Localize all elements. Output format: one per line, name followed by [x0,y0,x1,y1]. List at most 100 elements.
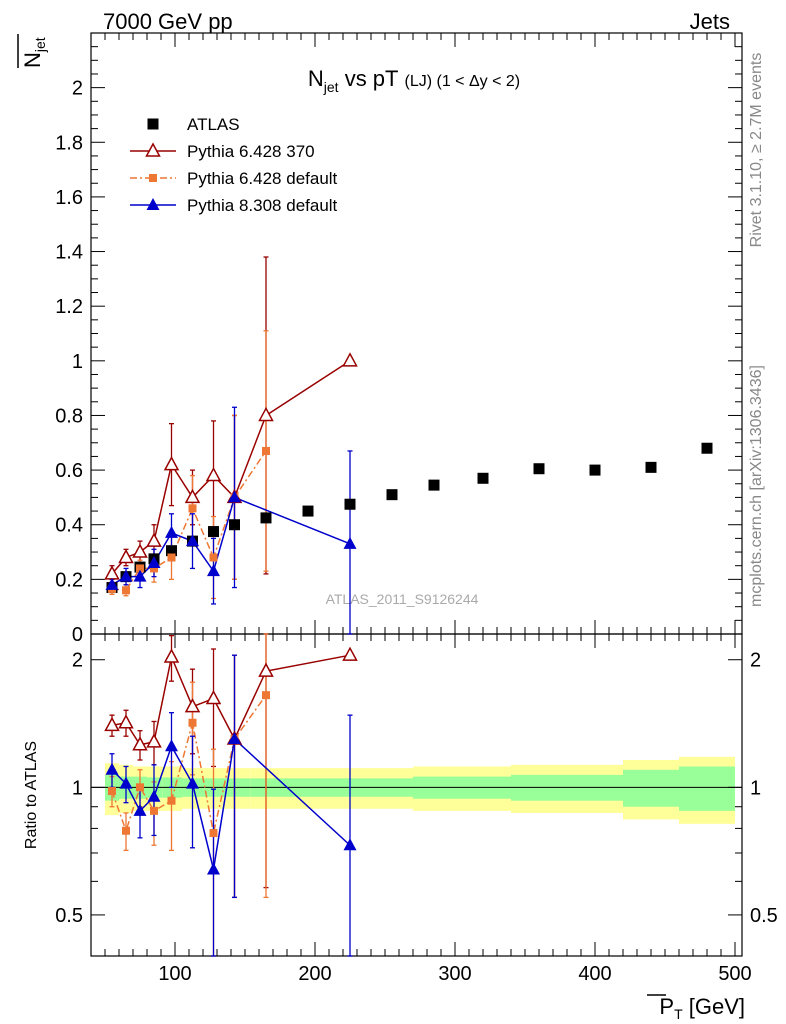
y-axis-label-sub: jet [32,37,48,53]
series-1-line [111,360,351,575]
atlas-point [260,512,272,524]
series-1-point [184,488,201,504]
legend-label: Pythia 6.428 370 [187,142,315,161]
legend-label: ATLAS [187,115,240,134]
series-2-point [122,586,130,595]
y-tick-label: 1 [72,351,83,373]
series-1-ratio-point [146,733,162,748]
x-axis-label-sub: T [674,1006,683,1022]
series-2-ratio-point [136,783,144,792]
series-1-point [118,548,134,564]
series-1-point [258,406,274,422]
atlas-point [589,464,601,476]
legend-label: Pythia 6.428 default [187,169,338,188]
atlas-point [166,545,177,557]
y-tick-label: 1.4 [55,242,83,264]
svg-text:Njet: Njet [20,37,48,68]
series-2-ratio-point [150,806,158,815]
series-3-ratio-point [147,789,161,802]
chart-title-rest: vs pT [339,66,399,91]
legend-marker [149,174,157,182]
series-2-ratio-point [167,796,176,805]
series-2-point [209,553,218,562]
series-1-ratio-point [342,646,358,661]
ratio-band-inner [679,766,735,811]
analysis-watermark: ATLAS_2011_S9126244 [326,591,479,607]
atlas-point [477,472,489,484]
y-tick-label: 0.8 [55,405,83,427]
x-axis-label-unit: [GeV] [683,994,745,1019]
series-3-ratio-point [228,732,241,745]
series-2-point [167,553,176,562]
main-panel-series [104,256,713,635]
ratio-tick-label: 2 [72,650,83,672]
y-tick-label: 2 [72,78,83,100]
series-1-ratio-line [111,654,351,746]
series-1-ratio-point [184,698,201,713]
x-tick-label: 200 [298,963,331,985]
header-right-label: Jets [690,9,730,34]
legend-label: Pythia 8.308 default [187,196,338,215]
chart-title-main: N [308,66,324,91]
x-tick-label: 400 [578,963,611,985]
atlas-point [386,489,398,501]
series-2-ratio-line [111,694,267,834]
series-1-ratio-point [104,716,120,732]
atlas-point [208,526,219,538]
series-3-point [105,577,119,590]
series-1-point [163,456,180,471]
series-1-ratio-point [205,689,222,705]
series-3-point [119,569,133,582]
series-2-ratio-point [122,826,130,835]
series-2-point [136,564,144,573]
ratio-tick-label-right: 0.5 [750,905,778,927]
ratio-axis-label: Ratio to ATLAS [23,741,40,849]
series-3-ratio-point [105,762,119,775]
header-left-label: 7000 GeV pp [103,9,233,34]
legend-marker [147,118,159,130]
series-3-ratio-point [133,803,147,816]
series-3-point [207,564,220,577]
y-tick-label: 0.2 [55,569,83,591]
atlas-point [229,519,240,531]
x-axis-label-main: P [659,994,674,1019]
ratio-tick-label: 0.5 [55,905,83,927]
series-1-point [146,532,162,547]
series-3-ratio-point [119,776,133,789]
chart-title: Njet vs pT (LJ) (1 < Δy < 2) [308,66,520,95]
series-2-ratio-point [188,718,197,727]
ratio-tick-label-right: 2 [750,650,761,672]
series-2-point [188,504,197,513]
legend: ATLAS Pythia 6.428 370 Pythia 6.428 defaul… [130,115,338,215]
y-tick-label: 0.4 [55,515,83,537]
series-3-ratio-point [186,776,199,789]
y-tick-label: 1.8 [55,132,83,154]
series-3-line [111,496,351,586]
y-axis-label: Njet [17,34,48,68]
y-tick-label: 1.6 [55,187,83,209]
x-tick-label: 500 [718,963,751,985]
x-axis-label: PT [GeV] [647,994,745,1022]
ratio-band-inner [623,769,679,807]
y-tick-label: 1.2 [55,296,83,318]
axes-group: 100 200 300 400 500 0 0.2 0.4 0.6 0.8 1 1.2 1.4 1.6 1.… [55,32,778,985]
rivet-label: Rivet 3.1.10, ≥ 2.7M events [748,53,765,248]
legend-marker [145,142,161,157]
series-3-point [343,536,357,549]
series-2-ratio-point [209,829,218,838]
y-tick-label: 0.6 [55,460,83,482]
series-3-point [165,525,178,538]
series-3-point [133,569,147,582]
series-3-ratio-point [165,739,178,752]
series-2-ratio-point [108,787,116,796]
ratio-panel-frame [90,633,743,957]
series-1-ratio-point [163,648,180,663]
series-1-ratio-point [132,736,148,751]
atlas-point [533,463,545,475]
series-1-point [132,543,148,558]
x-tick-label: 300 [438,963,471,985]
atlas-point [701,442,713,454]
y-tick-label: 0 [72,624,83,646]
